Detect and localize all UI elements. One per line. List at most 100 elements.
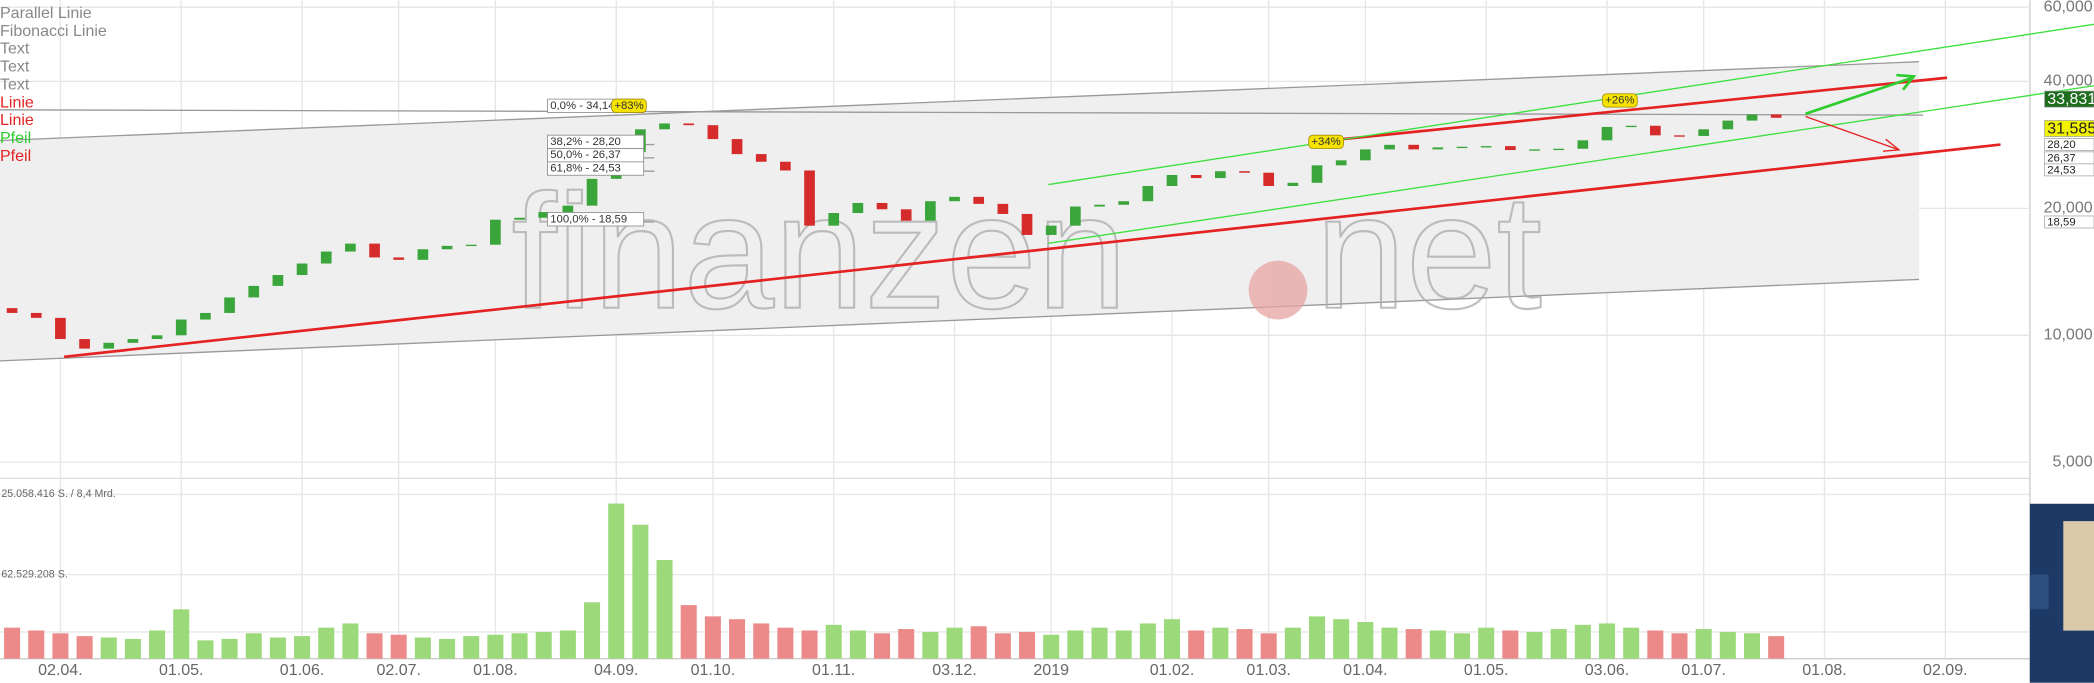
volume-bar <box>1019 631 1036 659</box>
x-tick-label: 01.08. <box>1802 661 1847 679</box>
volume-bar <box>801 630 818 659</box>
candle <box>1674 135 1685 137</box>
volume-bar <box>1381 627 1398 659</box>
badge-box <box>1308 134 1344 149</box>
candle <box>1335 160 1347 166</box>
volume-bar <box>994 633 1011 659</box>
price-tag: 18,59 <box>2047 217 2075 229</box>
x-tick-label: 04.09. <box>594 661 639 679</box>
drawing-legend-item: Parallel Linie <box>0 4 92 22</box>
volume-bar <box>1188 630 1205 659</box>
volume-bar <box>1164 619 1181 659</box>
fib-label: 61,8% - 24,53 <box>550 163 621 175</box>
volume-bar <box>1357 622 1374 659</box>
volume-bar <box>1598 623 1616 659</box>
volume-bar <box>318 627 335 659</box>
volume-bar <box>1405 629 1422 659</box>
candle <box>538 212 550 218</box>
volume-label: 25.058.416 S. / 8,4 Mrd. <box>1 488 116 500</box>
fib-label: 50,0% - 26,37 <box>550 149 621 161</box>
candle <box>272 275 284 286</box>
candle <box>1504 146 1516 151</box>
candle <box>1432 147 1444 150</box>
channel-fill <box>0 61 1920 361</box>
price-tag-box <box>2044 120 2094 137</box>
candle <box>1746 114 1758 121</box>
candle <box>55 317 66 340</box>
candle <box>1408 144 1420 150</box>
badge: +83% <box>614 100 643 112</box>
y-tick-label: 40,000 <box>2044 72 2093 90</box>
drawing-legend-item: Linie <box>0 111 34 129</box>
volume-bar <box>439 638 456 659</box>
parallel-line <box>1048 23 2094 186</box>
volume-bar <box>632 524 649 659</box>
volume-bar <box>414 637 431 659</box>
volume-bar <box>874 633 891 659</box>
price-tag: 24,53 <box>2047 165 2075 177</box>
candle <box>79 339 90 349</box>
candle <box>586 178 598 206</box>
candle <box>1190 174 1202 179</box>
badge-box <box>611 98 647 113</box>
volume-bar <box>1091 627 1108 659</box>
volume-bar <box>922 631 939 659</box>
fib-label: 100,0% - 18,59 <box>550 213 627 225</box>
candle <box>1553 148 1565 151</box>
candle <box>1166 174 1178 186</box>
volume-bar <box>1115 630 1132 659</box>
thumbnail-button[interactable] <box>2029 574 2049 610</box>
volume-bar <box>535 631 552 659</box>
volume-bar <box>100 637 117 659</box>
candle <box>828 213 840 226</box>
drawing-legend-item: Text <box>0 75 30 93</box>
candle <box>224 297 235 313</box>
candle <box>659 123 670 130</box>
candle <box>1625 125 1637 128</box>
volume-bar <box>197 640 214 659</box>
volume-bar <box>245 633 262 659</box>
candle <box>1360 149 1371 161</box>
candle <box>320 251 332 264</box>
candle <box>393 257 405 260</box>
x-tick-label: 01.05. <box>159 661 204 679</box>
arrow <box>1805 115 1900 151</box>
candle <box>1045 225 1057 235</box>
drawing-legend-item: Pfeil <box>0 129 31 147</box>
x-tick-label: 01.08. <box>473 661 518 679</box>
fib-line <box>0 109 1924 116</box>
x-tick-label: 2019 <box>1033 661 1069 679</box>
volume-bar <box>1236 629 1253 659</box>
x-tick-label: 03.06. <box>1585 661 1630 679</box>
thumbnail-image <box>2063 521 2094 631</box>
candle <box>876 202 888 210</box>
volume-bar <box>124 638 141 659</box>
volume-bar <box>463 636 480 659</box>
volume-bar <box>511 633 528 659</box>
candle <box>151 335 163 340</box>
candle <box>1722 120 1734 130</box>
volume-bar <box>1212 627 1229 659</box>
candle <box>1456 146 1468 149</box>
volume-bar <box>149 630 166 659</box>
candle <box>1384 144 1395 150</box>
candle <box>417 249 429 260</box>
watermark-text: net <box>1315 161 1541 343</box>
drawing-legend-item: Pfeil <box>0 147 31 165</box>
candle <box>1263 172 1275 186</box>
candle <box>780 161 791 171</box>
volume-bar <box>1333 619 1350 659</box>
volume-bar <box>1067 630 1084 659</box>
candle <box>248 285 260 298</box>
y-tick-label: 10,000 <box>2044 326 2093 344</box>
candle <box>296 263 308 276</box>
candle <box>1577 140 1589 149</box>
volume-bar <box>1284 627 1301 659</box>
candle <box>1094 204 1105 207</box>
x-tick-label: 01.04. <box>1343 661 1388 679</box>
volume-bar <box>1574 624 1591 659</box>
volume-bar <box>656 559 673 659</box>
candle <box>997 203 1009 214</box>
drawings: finanzen net <box>0 61 1924 362</box>
